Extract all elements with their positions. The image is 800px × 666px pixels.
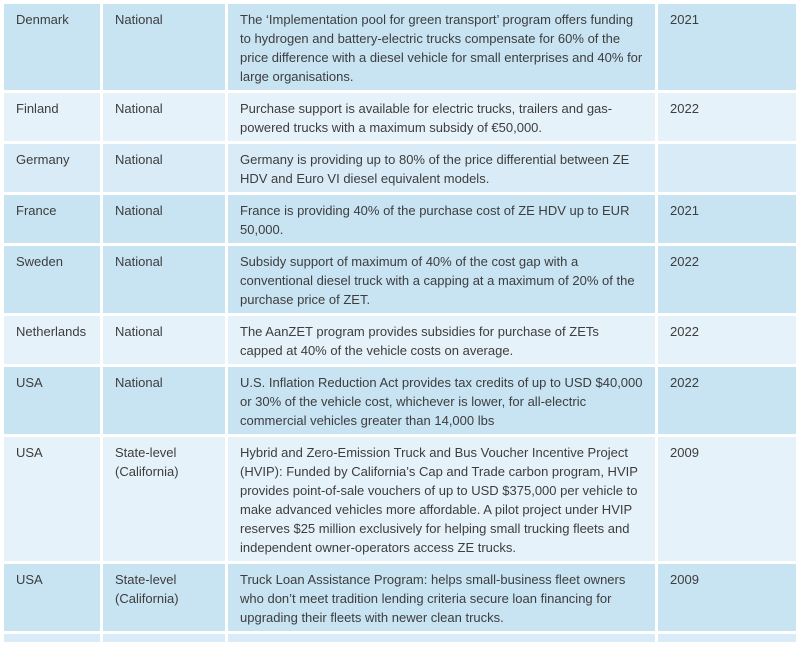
cell-description: U.S. Inflation Reduction Act provides ta… [228,367,655,434]
cell-country: France [4,195,100,243]
table-row: Denmark National The ‘Implementation poo… [4,4,796,90]
cell-year: 2021 [658,195,796,243]
cell-level: State-level (California) [103,437,225,561]
cell-year: 2009 [658,564,796,631]
cell-country: USA [4,367,100,434]
table-row: USA National U.S. Inflation Reduction Ac… [4,367,796,434]
table-row: Finland National Purchase support is ava… [4,93,796,141]
cell-description: The ‘Implementation pool for green trans… [228,4,655,90]
cell-country [4,634,100,642]
cell-description: France is providing 40% of the purchase … [228,195,655,243]
cell-level: National [103,195,225,243]
cell-description: Truck Loan Assistance Program: helps sma… [228,564,655,631]
cell-description [228,634,655,642]
cell-year [658,144,796,192]
cell-description: Subsidy support of maximum of 40% of the… [228,246,655,313]
cell-country: Sweden [4,246,100,313]
policy-table: Denmark National The ‘Implementation poo… [4,4,796,642]
table-row: Netherlands National The AanZET program … [4,316,796,364]
table-row: Germany National Germany is providing up… [4,144,796,192]
partial-table-row [4,634,796,642]
cell-year: 2022 [658,367,796,434]
table-row: USA State-level (California) Hybrid and … [4,437,796,561]
cell-level: National [103,367,225,434]
cell-level: National [103,4,225,90]
cell-year: 2022 [658,316,796,364]
cell-level: National [103,316,225,364]
cell-level: National [103,246,225,313]
table-row: USA State-level (California) Truck Loan … [4,564,796,631]
cell-country: USA [4,564,100,631]
cell-country: Germany [4,144,100,192]
table-row: France National France is providing 40% … [4,195,796,243]
cell-year [658,634,796,642]
cell-country: USA [4,437,100,561]
cell-year: 2022 [658,93,796,141]
cell-country: Finland [4,93,100,141]
cell-country: Denmark [4,4,100,90]
cell-description: The AanZET program provides subsidies fo… [228,316,655,364]
cell-level [103,634,225,642]
cell-country: Netherlands [4,316,100,364]
table-row: Sweden National Subsidy support of maxim… [4,246,796,313]
cell-level: National [103,144,225,192]
cell-description: Purchase support is available for electr… [228,93,655,141]
cell-description: Hybrid and Zero-Emission Truck and Bus V… [228,437,655,561]
cell-description: Germany is providing up to 80% of the pr… [228,144,655,192]
cell-level: National [103,93,225,141]
cell-year: 2022 [658,246,796,313]
cell-year: 2021 [658,4,796,90]
cell-year: 2009 [658,437,796,561]
cell-level: State-level (California) [103,564,225,631]
